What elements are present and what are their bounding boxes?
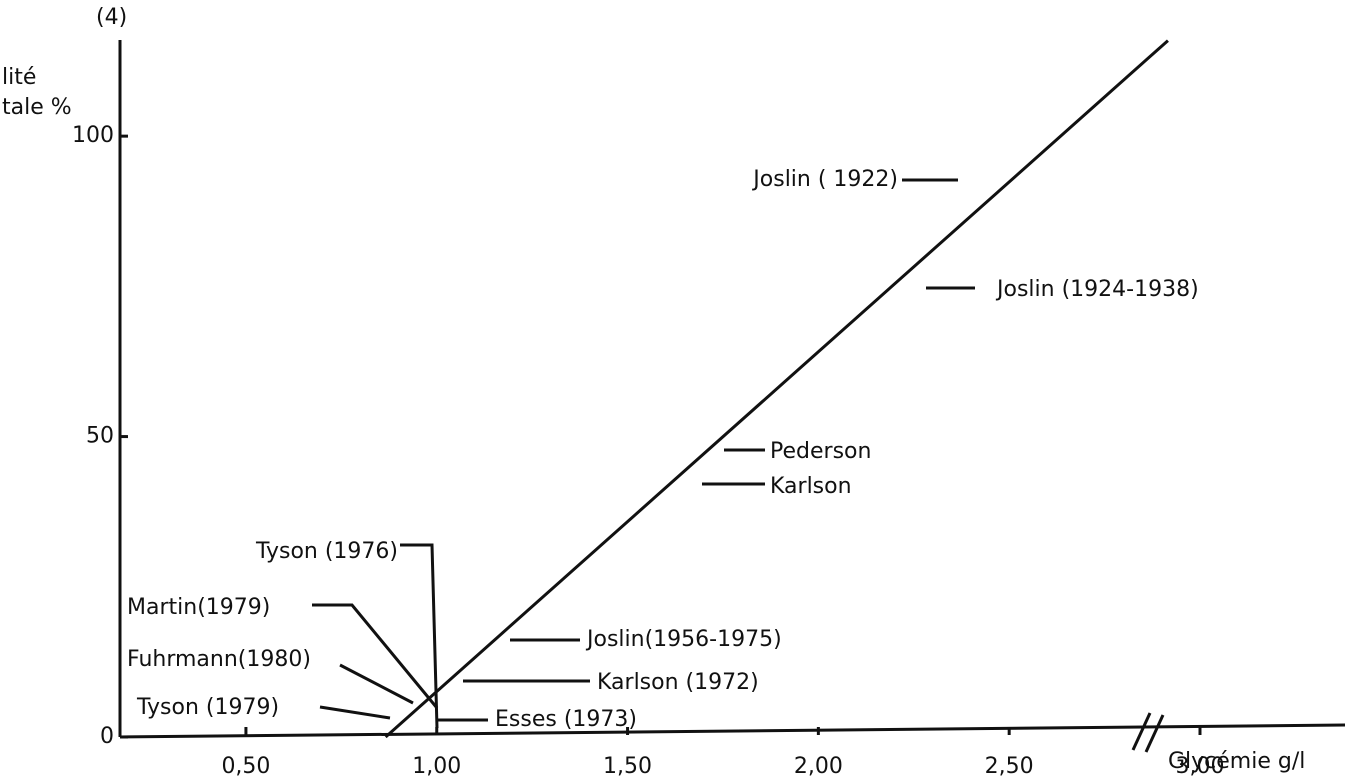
y-axis-label: lité (2, 65, 36, 90)
axis-break (1131, 712, 1152, 751)
annotation: Joslin (1924-1938) (995, 277, 1199, 302)
annotation: Pederson (770, 439, 871, 464)
x-tick-label: 1,50 (603, 754, 652, 779)
leader-line (319, 705, 391, 720)
annotation: Tyson (1976) (255, 539, 398, 564)
axis-break (1144, 714, 1165, 753)
annotation: Karlson (1972) (597, 670, 759, 695)
annotation: Martin(1979) (127, 595, 270, 620)
y-tick-label: 0 (100, 724, 114, 749)
x-tick-label: 2,50 (985, 754, 1034, 779)
leader-line (339, 663, 414, 705)
annotation: Esses (1973) (495, 707, 637, 732)
x-axis-label: Glycémie g/l (1168, 749, 1305, 774)
x-tick-label: 1,00 (412, 754, 461, 779)
figure-note: (4) (96, 5, 127, 30)
x-tick-label: 0,50 (221, 754, 270, 779)
y-tick-label: 50 (86, 424, 114, 449)
leader-line (312, 603, 439, 709)
x-tick-label: 3,00 (1175, 754, 1224, 779)
y-tick-label: 100 (72, 123, 114, 148)
annotation: Tyson (1979) (136, 695, 279, 720)
x-axis (119, 723, 1346, 739)
leader-line (400, 543, 439, 729)
annotation: Karlson (770, 474, 852, 499)
annotation: Joslin(1956-1975) (585, 627, 782, 652)
x-tick-label: 2,00 (794, 754, 843, 779)
data-line (384, 39, 1169, 739)
y-axis-label: tale % (2, 95, 72, 120)
annotation: Fuhrmann(1980) (127, 647, 311, 672)
annotation: Joslin ( 1922) (751, 167, 898, 192)
